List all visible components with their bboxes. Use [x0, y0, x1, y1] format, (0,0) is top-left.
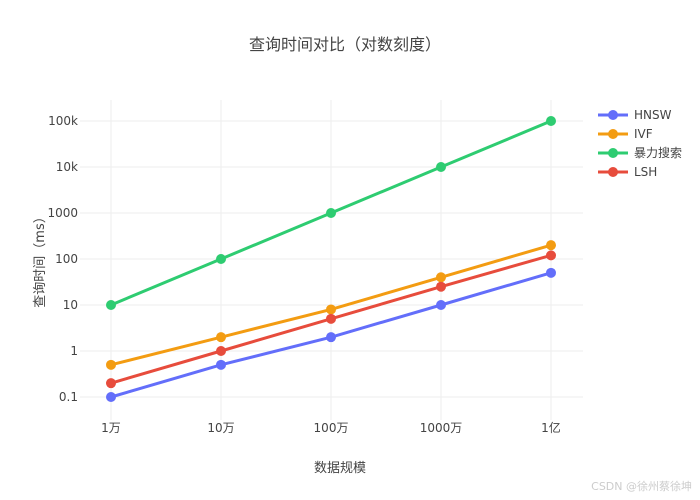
series-IVF [106, 240, 556, 370]
legend-label: 暴力搜索 [634, 145, 682, 160]
y-axis-title: 查询时间（ms） [33, 210, 48, 307]
data-point [106, 392, 116, 402]
y-tick-label: 100k [48, 114, 78, 128]
data-point [216, 332, 226, 343]
x-tick-label: 10万 [207, 421, 234, 435]
grid-lines [80, 100, 583, 420]
y-tick-label: 100 [55, 252, 78, 266]
legend-label: IVF [634, 127, 653, 141]
legend-label: HNSW [634, 108, 672, 122]
data-point [326, 208, 336, 218]
data-point [436, 272, 446, 283]
series-HNSW [106, 267, 556, 402]
data-point [546, 240, 556, 251]
data-point [326, 332, 336, 343]
y-tick-label: 0.1 [59, 390, 78, 404]
data-point [546, 267, 556, 278]
series-lines [106, 116, 556, 402]
data-point [326, 313, 336, 324]
data-point [546, 250, 556, 261]
y-tick-label: 10k [56, 160, 78, 174]
legend-item-暴力搜索[interactable]: 暴力搜索 [598, 145, 682, 160]
legend-item-LSH[interactable]: LSH [598, 165, 657, 179]
data-point [436, 300, 446, 310]
x-tick-label: 1亿 [541, 420, 561, 435]
data-point [216, 254, 226, 264]
legend-item-HNSW[interactable]: HNSW [598, 108, 672, 122]
legend-label: LSH [634, 165, 657, 179]
x-axis-ticks: 1万 10万 100万 1000万 1亿 [101, 420, 561, 435]
data-point [106, 300, 116, 310]
data-point [436, 162, 446, 172]
legend-item-IVF[interactable]: IVF [598, 127, 653, 141]
chart-title: 查询时间对比（对数刻度） [249, 35, 441, 54]
x-tick-label: 1000万 [420, 421, 463, 435]
data-point [546, 116, 556, 126]
y-tick-label: 1000 [47, 206, 78, 220]
series-LSH [106, 250, 556, 389]
x-tick-label: 100万 [314, 421, 349, 435]
x-axis-title: 数据规模 [314, 461, 366, 476]
legend[interactable]: HNSW IVF 暴力搜索 LSH [598, 108, 682, 179]
y-axis-ticks: 0.1 1 10 100 1000 10k 100k [47, 114, 78, 404]
data-point [106, 359, 116, 370]
data-point [106, 378, 116, 389]
y-tick-label: 1 [70, 344, 78, 358]
data-point [326, 304, 336, 315]
data-point [436, 281, 446, 292]
y-tick-label: 10 [63, 298, 78, 312]
watermark: CSDN @徐州蔡徐坤 [591, 480, 692, 493]
x-tick-label: 1万 [101, 421, 121, 435]
series-暴力搜索 [106, 116, 556, 310]
data-point [216, 346, 226, 356]
data-point [216, 359, 226, 370]
